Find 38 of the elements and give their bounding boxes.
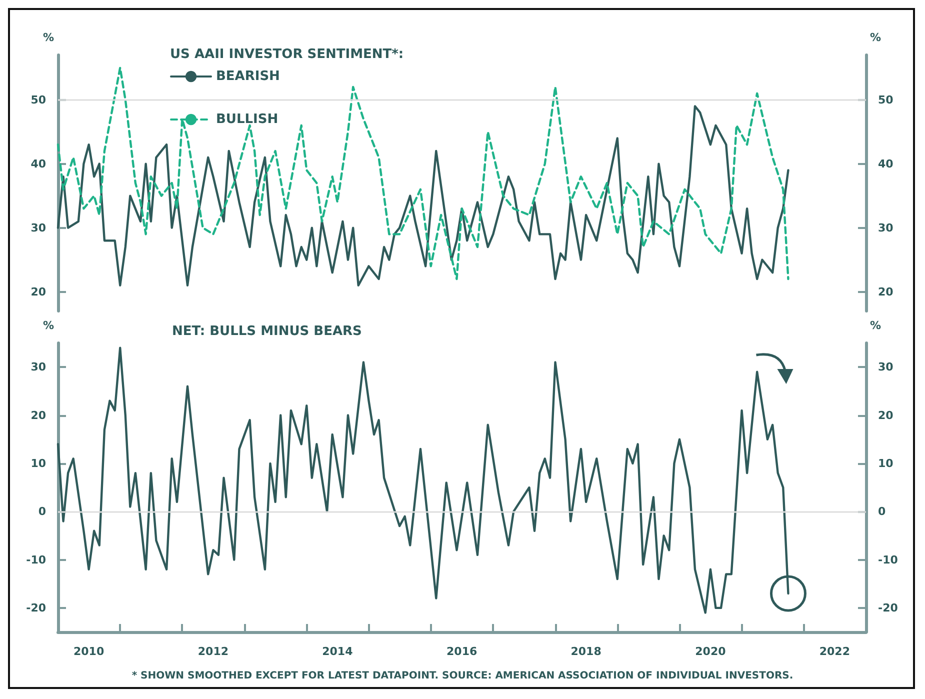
y-tick-label: 50 bbox=[30, 93, 46, 106]
y2-tick-label: 0 bbox=[878, 505, 886, 518]
y-tick-label: 40 bbox=[30, 157, 46, 170]
chart-title: NET: BULLS MINUS BEARS bbox=[172, 324, 362, 339]
y-tick-label: 0 bbox=[38, 505, 46, 518]
text: * SHOWN SMOOTHED EXCEPT FOR LATEST DATAPOINT. SOURCE: AMERICAN ASSOCIATION OF INDIVIDUAL INVESTORS. bbox=[132, 670, 794, 682]
y-axis-title: % bbox=[42, 319, 54, 332]
y2-axis-title: % bbox=[870, 31, 882, 44]
y2-tick-label: 30 bbox=[878, 221, 894, 234]
y2-tick-label: -20 bbox=[878, 601, 898, 614]
y2-tick-label: 10 bbox=[878, 456, 894, 470]
y2-tick-label: -10 bbox=[878, 553, 898, 566]
y-axis-title: % bbox=[42, 31, 54, 44]
y-tick-label: 20 bbox=[30, 408, 46, 422]
y-tick-label: 20 bbox=[30, 285, 46, 298]
legend-title: US AAII INVESTOR SENTIMENT*: bbox=[170, 47, 404, 62]
line-series bbox=[56, 66, 790, 280]
x-tick-label: 2016 bbox=[446, 645, 478, 658]
y2-tick-label: 30 bbox=[878, 360, 894, 374]
x-tick-label: 2012 bbox=[198, 645, 229, 658]
y-tick-label: -10 bbox=[26, 553, 46, 566]
y2-tick-label: 20 bbox=[878, 285, 894, 298]
y-tick-label: 30 bbox=[30, 221, 46, 234]
y-tick-label: 30 bbox=[30, 360, 46, 374]
x-tick-label: 2014 bbox=[322, 645, 354, 658]
x-tick-label: 2018 bbox=[570, 645, 602, 658]
y-tick-label: -20 bbox=[26, 601, 46, 614]
line-series bbox=[56, 105, 790, 286]
legend-label: BEARISH bbox=[216, 69, 280, 84]
y2-tick-label: 20 bbox=[878, 408, 894, 422]
legend-label: BULLISH bbox=[216, 112, 278, 127]
y-tick-label: 10 bbox=[30, 456, 46, 470]
y2-tick-label: 50 bbox=[878, 93, 894, 106]
x-tick-label: 2022 bbox=[819, 645, 850, 658]
y2-tick-label: 40 bbox=[878, 157, 894, 170]
x-tick-label: 2010 bbox=[73, 645, 104, 658]
y2-axis-title: % bbox=[870, 319, 882, 332]
x-tick-label: 2020 bbox=[695, 645, 726, 658]
